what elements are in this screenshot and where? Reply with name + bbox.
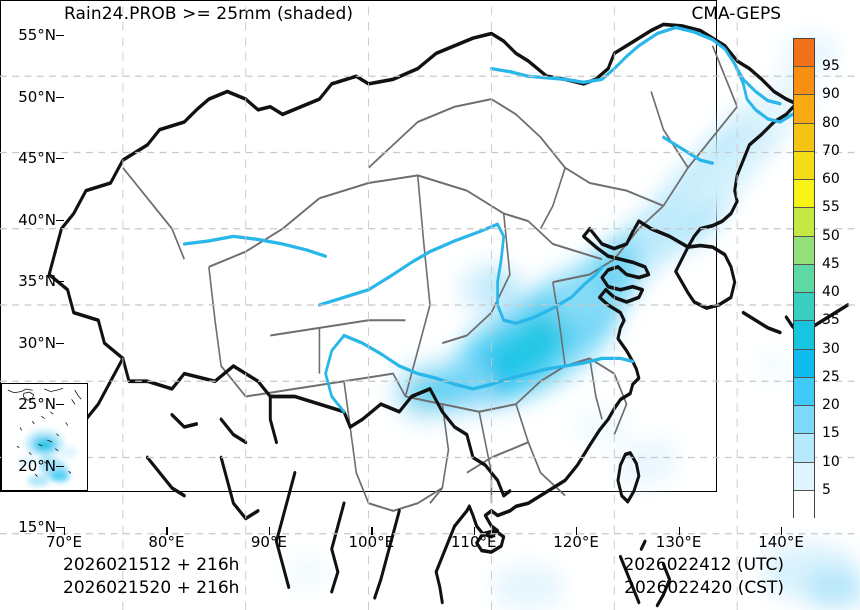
x-axis-label: 80°E (148, 533, 185, 551)
colorbar-tick-label: 45 (822, 255, 840, 272)
y-axis-label: 25°N (18, 395, 56, 413)
y-tick (56, 404, 64, 406)
colorbar-band (794, 208, 814, 237)
colorbar-tick-label: 30 (822, 340, 840, 357)
y-axis-label: 55°N (18, 26, 56, 44)
x-tick (473, 527, 476, 535)
x-tick (64, 527, 66, 535)
colorbar-tick-label: 60 (822, 171, 840, 188)
colorbar-tick-label: 80 (822, 114, 840, 131)
colorbar-band (794, 236, 814, 265)
colorbar-tick-label: 20 (822, 397, 840, 414)
colorbar-band (794, 180, 814, 209)
page-title: Rain24.PROB >= 25mm (shaded) (64, 4, 354, 24)
colorbar-band (794, 462, 814, 491)
south-china-sea-inset[interactable] (1, 383, 88, 491)
x-tick (166, 527, 168, 535)
colorbar-band (794, 151, 814, 181)
y-axis-label: 40°N (18, 210, 56, 229)
x-axis-label: 120°E (553, 533, 599, 551)
footer-valid-utc: 2026022412 (UTC) (623, 555, 784, 575)
footer-init-cst: 2026021520 + 216h (63, 578, 240, 598)
y-axis-label: 45°N (18, 149, 56, 167)
y-tick (56, 158, 64, 160)
colorbar-band (794, 434, 814, 463)
colorbar-band (794, 123, 814, 152)
y-axis-label: 15°N (18, 518, 56, 536)
x-axis-label: 70°E (45, 533, 83, 551)
y-tick (56, 281, 64, 283)
x-tick (371, 527, 373, 535)
colorbar-tick-label: 70 (822, 142, 840, 159)
colorbar[interactable] (793, 38, 815, 519)
y-axis-label: 30°N (18, 333, 56, 352)
y-tick (56, 96, 64, 98)
x-tick (781, 527, 783, 535)
colorbar-band (794, 293, 814, 322)
x-axis-label: 90°E (250, 533, 287, 551)
colorbar-tick-label: 95 (822, 58, 840, 75)
y-tick (56, 342, 64, 344)
y-axis-label: 35°N (18, 272, 56, 290)
y-tick (56, 35, 64, 37)
y-tick (56, 527, 64, 529)
colorbar-band (794, 490, 814, 519)
y-axis-label: 20°N (18, 456, 56, 475)
colorbar-band (794, 67, 814, 96)
colorbar-band (794, 95, 814, 124)
colorbar-tick-label: 40 (822, 284, 840, 301)
colorbar-tick-label: 10 (822, 453, 840, 470)
colorbar-band (794, 321, 814, 350)
y-tick (56, 219, 64, 221)
colorbar-band (794, 377, 814, 407)
x-tick (576, 527, 578, 535)
colorbar-band (794, 406, 814, 435)
footer-valid-cst: 2026022420 (CST) (624, 578, 784, 598)
x-axis-label: 140°E (758, 533, 804, 551)
colorbar-tick-label: 35 (822, 312, 840, 329)
colorbar-tick-label: 50 (822, 227, 840, 244)
inset-canvas (7, 387, 82, 487)
colorbar-band (794, 349, 814, 378)
colorbar-band (794, 264, 814, 294)
colorbar-tick-label: 90 (822, 86, 840, 103)
colorbar-tick-label: 15 (822, 425, 840, 442)
footer-init-utc: 2026021512 + 216h (63, 555, 240, 575)
model-label: CMA-GEPS (691, 4, 781, 24)
x-tick (268, 527, 271, 535)
x-axis-label: 100°E (348, 533, 395, 551)
colorbar-tick-label: 5 (822, 481, 831, 498)
colorbar-tick-label: 25 (822, 368, 840, 385)
x-tick (678, 527, 680, 535)
colorbar-band (794, 39, 814, 68)
x-axis-label: 110°E (450, 533, 497, 551)
x-axis-label: 130°E (655, 533, 702, 551)
y-tick (56, 465, 64, 467)
colorbar-tick-label: 55 (822, 199, 840, 216)
y-axis-label: 50°N (18, 87, 56, 106)
